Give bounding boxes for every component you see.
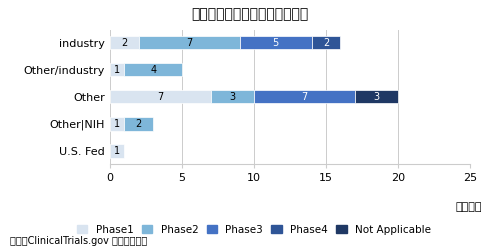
Text: 4: 4 [150, 65, 156, 75]
Text: 7: 7 [158, 92, 164, 102]
Text: 5: 5 [272, 38, 278, 48]
Text: 2: 2 [323, 38, 329, 48]
Text: （件数）: （件数） [456, 202, 482, 212]
Bar [110, 117, 124, 130]
Text: 7: 7 [186, 38, 192, 48]
Bar [312, 36, 340, 49]
Text: 2: 2 [122, 38, 128, 48]
Bar [110, 36, 139, 49]
Bar [254, 90, 355, 103]
Text: 3: 3 [230, 92, 235, 102]
Text: 出所：ClinicalTrials.gov より著者作成: 出所：ClinicalTrials.gov より著者作成 [10, 236, 147, 246]
Text: 図３　臨床試験数　実施主体別: 図３ 臨床試験数 実施主体別 [192, 7, 308, 21]
Legend: Phase1, Phase2, Phase3, Phase4, Not Applicable: Phase1, Phase2, Phase3, Phase4, Not Appl… [73, 220, 435, 239]
Bar [110, 90, 211, 103]
Bar [240, 36, 312, 49]
Bar [211, 90, 254, 103]
Bar [124, 63, 182, 76]
Bar [139, 36, 239, 49]
Bar [110, 63, 124, 76]
Text: 1: 1 [114, 146, 120, 156]
Text: 3: 3 [374, 92, 380, 102]
Bar [110, 144, 124, 157]
Text: 2: 2 [136, 119, 142, 129]
Text: 1: 1 [114, 119, 120, 129]
Bar [355, 90, 398, 103]
Bar [124, 117, 153, 130]
Text: 7: 7 [302, 92, 308, 102]
Text: 1: 1 [114, 65, 120, 75]
